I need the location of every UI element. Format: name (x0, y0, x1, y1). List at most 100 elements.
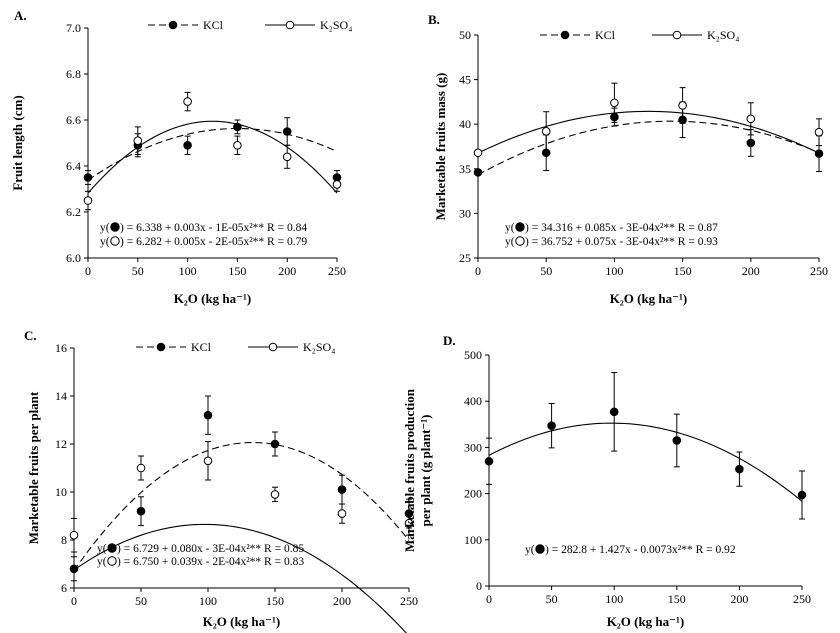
equation-text: ) = 6.338 + 0.003x - 1E-05x²** R = 0.84 (120, 222, 307, 234)
legend-label: KCl (203, 18, 224, 32)
data-point (678, 115, 687, 125)
data-point (133, 136, 143, 145)
y-tick-label: 500 (464, 348, 482, 362)
panel-label: C. (24, 328, 37, 343)
panel-label: D. (443, 333, 456, 348)
equation-prefix: y( (100, 222, 110, 234)
data-point (233, 122, 242, 132)
data-point (83, 173, 93, 182)
y-tick-label: 100 (464, 533, 482, 547)
equation-prefix: y( (505, 222, 515, 234)
y-tick-label: 300 (464, 440, 482, 454)
y-tick-label: 50 (459, 28, 471, 42)
x-tick-label: 250 (793, 592, 811, 606)
equation-marker (110, 236, 120, 246)
x-tick-label: 0 (85, 264, 91, 278)
equation-prefix: y( (100, 236, 110, 248)
data-point (746, 138, 756, 148)
x-tick-label: 150 (228, 264, 246, 278)
x-tick-label: 50 (132, 264, 144, 278)
y-tick-label: 0 (476, 579, 482, 593)
data-point (746, 114, 756, 124)
y-tick-label: 7.0 (66, 21, 81, 35)
legend-marker-filled (156, 342, 166, 352)
x-tick-label: 250 (328, 264, 346, 278)
x-tick-label: 200 (742, 264, 760, 278)
data-point (69, 530, 79, 540)
fit-curve-kso (73, 523, 407, 633)
y-tick-label: 25 (459, 251, 471, 265)
data-point (270, 439, 280, 449)
legend-marker-open (268, 342, 278, 352)
data-point (541, 127, 551, 136)
x-tick-label: 250 (400, 594, 418, 608)
x-axis-label: K₂O (kg ha⁻¹) (607, 614, 685, 629)
data-point (203, 456, 213, 466)
y-axis-label: Fruit length (cm) (10, 95, 25, 190)
data-point (282, 127, 292, 136)
panel-label: B. (428, 12, 440, 27)
y-tick-label: 200 (464, 487, 482, 501)
fit-curve-kso (477, 110, 820, 154)
x-tick-label: 200 (730, 592, 748, 606)
y-tick-label: 6.0 (66, 251, 81, 265)
x-tick-label: 0 (71, 594, 77, 608)
y-axis-label: Marketable fruits mass (g) (433, 73, 448, 221)
data-point (270, 490, 280, 499)
equation-marker (110, 222, 120, 232)
data-point (332, 180, 342, 189)
x-tick-label: 0 (475, 264, 481, 278)
data-point (404, 518, 414, 528)
panel-c: C. 0 50 100 150 200 250 6 8 10 12 14 16 K₂O (kg ha⁻¹)… (24, 328, 418, 633)
data-point (610, 98, 619, 108)
data-point (473, 148, 483, 158)
y-tick-label: 10 (55, 485, 67, 499)
data-point (83, 196, 93, 205)
data-point (814, 127, 824, 137)
equation-text: ) = 282.8 + 1.427x - 0.0073x²** R = 0.92 (545, 544, 736, 556)
data-point (672, 436, 682, 445)
data-point (541, 148, 551, 158)
equation-marker (515, 236, 525, 246)
y-tick-label: 14 (55, 389, 67, 403)
equation-marker (107, 556, 117, 566)
x-tick-label: 150 (674, 264, 692, 278)
y-tick-label: 6.8 (66, 67, 81, 81)
equation-text: ) = 6.729 + 0.080x - 3E-04x²** R = 0.85 (117, 543, 304, 555)
panel-b: B. 0 50 100 150 200 250 25 30 35 40 45 50 K₂O (kg ha⁻… (428, 12, 828, 306)
x-tick-label: 200 (333, 594, 351, 608)
data-point (678, 101, 687, 110)
data-point (203, 410, 213, 420)
x-tick-label: 100 (605, 264, 623, 278)
x-tick-label: 100 (605, 592, 623, 606)
data-point (183, 141, 192, 150)
y-axis-label-line: per plant (g plant⁻¹) (418, 414, 433, 526)
panel-a: A. 0 50 100 150 200 250 6.0 6.2 6.4 6.6 6.8 7.0 K₂O (… (10, 8, 352, 306)
equation-prefix: y( (525, 544, 535, 556)
data-point (547, 421, 556, 430)
data-point (183, 97, 192, 106)
legend-marker-open (672, 30, 682, 40)
legend-label: K₂SO₄ (320, 18, 352, 32)
legend-label: K₂SO₄ (303, 340, 335, 354)
legend-label: KCl (595, 28, 616, 42)
y-tick-label: 8 (61, 533, 67, 547)
x-axis-label: K₂O (kg ha⁻¹) (174, 291, 252, 306)
equation-text: ) = 6.282 + 0.005x - 2E-05x²** R = 0.79 (120, 236, 307, 248)
y-tick-label: 30 (459, 206, 471, 220)
fit-curve-kcl (87, 127, 338, 181)
data-point (337, 485, 347, 494)
equation-prefix: y( (505, 236, 515, 248)
data-point (814, 149, 824, 158)
equation-marker (515, 222, 525, 232)
x-axis-label: K₂O (kg ha⁻¹) (610, 291, 688, 306)
data-point (136, 506, 146, 516)
data-point (609, 407, 619, 417)
data-point (404, 509, 414, 518)
data-point (484, 456, 494, 466)
data-point (797, 490, 807, 500)
x-tick-label: 50 (546, 592, 558, 606)
data-point (69, 564, 79, 574)
fit-curve-kso (87, 120, 338, 194)
y-tick-label: 400 (464, 394, 482, 408)
